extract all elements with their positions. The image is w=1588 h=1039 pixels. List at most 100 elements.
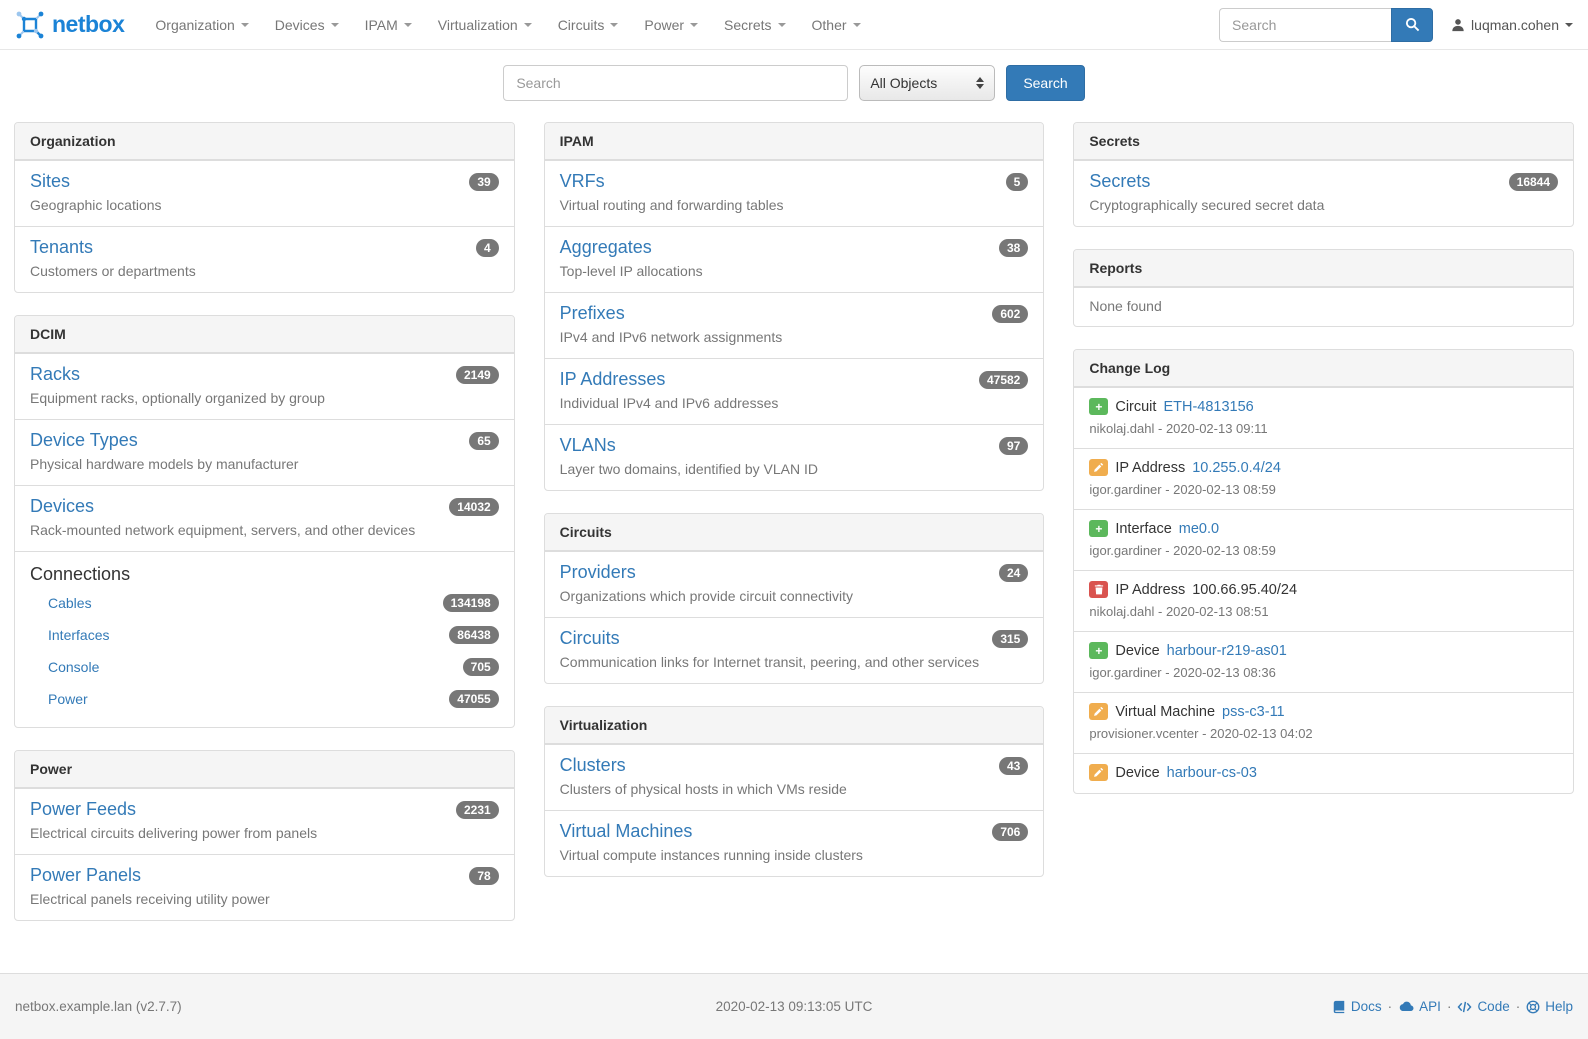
item-description: Electrical circuits delivering power fro… [30, 825, 318, 841]
footer-timestamp: 2020-02-13 09:13:05 UTC [715, 999, 873, 1014]
devices-link[interactable]: Devices [30, 496, 95, 516]
object-link[interactable]: me0.0 [1178, 520, 1220, 537]
list-item: Power Feeds 2231 Electrical circuits del… [15, 788, 514, 854]
edit-icon [1089, 459, 1109, 476]
prefixes-link[interactable]: Prefixes [559, 303, 625, 323]
object-type-select[interactable]: All Objects [859, 65, 996, 101]
list-item: Aggregates 38 Top-level IP allocations [544, 226, 1044, 292]
panel-heading: Secrets [1074, 123, 1574, 160]
connection-row: Interfaces 86438 [30, 619, 499, 651]
list-item: Prefixes 602 IPv4 and IPv6 network assig… [544, 292, 1044, 358]
dashboard: Organization Sites 39 Geographic locatio… [0, 117, 1588, 973]
separator: · [1446, 999, 1452, 1014]
object-type: IP Address [1115, 581, 1186, 598]
changelog-entry: + Circuit ETH-4813156 nikolaj.dahl - 202… [1074, 387, 1574, 448]
edit-icon [1089, 703, 1109, 720]
object-link[interactable]: pss-c3-11 [1222, 703, 1285, 720]
list-item: Devices 14032 Rack-mounted network equip… [15, 485, 514, 551]
racks-link[interactable]: Racks [30, 364, 81, 384]
list-item: IP Addresses 47582 Individual IPv4 and I… [544, 358, 1044, 424]
virtual-machines-link[interactable]: Virtual Machines [559, 821, 693, 841]
separator: · [1515, 999, 1521, 1014]
entry-meta: igor.gardiner - 2020-02-13 08:36 [1089, 665, 1276, 680]
create-icon: + [1089, 520, 1109, 537]
search-input[interactable] [503, 65, 849, 101]
item-description: Rack-mounted network equipment, servers,… [30, 522, 416, 538]
menu-virtualization[interactable]: Virtualization [425, 0, 545, 50]
item-description: Virtual compute instances running inside… [559, 847, 863, 863]
chevron-down-icon [852, 22, 861, 27]
count-badge: 2231 [455, 800, 499, 819]
user-menu[interactable]: luqman.cohen [1451, 17, 1573, 33]
search-button[interactable]: Search [1006, 65, 1085, 101]
secrets-link[interactable]: Secrets [1089, 171, 1151, 191]
panel-dcim: DCIM Racks 2149 Equipment racks, optiona… [14, 315, 515, 728]
menu-ipam[interactable]: IPAM [352, 0, 425, 50]
footer: netbox.example.lan (v2.7.7) 2020-02-13 0… [0, 973, 1588, 1039]
object-link[interactable]: ETH-4813156 [1163, 398, 1254, 415]
cables-link[interactable]: Cables [48, 595, 92, 611]
code-link[interactable]: Code [1457, 999, 1510, 1014]
item-description: Geographic locations [30, 197, 162, 213]
power-feeds-link[interactable]: Power Feeds [30, 799, 137, 819]
user-icon [1451, 18, 1465, 32]
tenants-link[interactable]: Tenants [30, 237, 94, 257]
panel-ipam: IPAM VRFs 5 Virtual routing and forwardi… [543, 122, 1045, 491]
item-description: Organizations which provide circuit conn… [559, 588, 854, 604]
vlans-link[interactable]: VLANs [559, 435, 616, 455]
vrfs-link[interactable]: VRFs [559, 171, 605, 191]
count-badge: 38 [998, 238, 1029, 257]
count-badge: 16844 [1508, 172, 1559, 191]
chevron-down-icon [403, 22, 412, 27]
circuits-link[interactable]: Circuits [559, 628, 620, 648]
object-link[interactable]: harbour-r219-as01 [1166, 642, 1287, 659]
clusters-link[interactable]: Clusters [559, 755, 626, 775]
menu-label: Organization [155, 16, 235, 33]
count-badge: 315 [992, 629, 1029, 648]
object-link[interactable]: harbour-cs-03 [1166, 764, 1257, 781]
panel-heading: Virtualization [544, 707, 1044, 744]
list-item: VRFs 5 Virtual routing and forwarding ta… [544, 160, 1044, 226]
console-link[interactable]: Console [48, 659, 100, 675]
power-link[interactable]: Power [48, 691, 88, 707]
panel-power: Power Power Feeds 2231 Electrical circui… [14, 750, 515, 921]
count-badge: 602 [992, 304, 1029, 323]
navbar-search-button[interactable] [1391, 7, 1434, 42]
ip-addresses-link[interactable]: IP Addresses [559, 369, 666, 389]
connection-row: Cables 134198 [30, 587, 499, 619]
device-types-link[interactable]: Device Types [30, 430, 138, 450]
count-badge: 705 [462, 658, 499, 676]
footer-hostname: netbox.example.lan (v2.7.7) [15, 999, 182, 1014]
username: luqman.cohen [1471, 16, 1559, 33]
edit-icon [1089, 764, 1109, 781]
menu-organization[interactable]: Organization [142, 0, 261, 50]
entry-meta: nikolaj.dahl - 2020-02-13 09:11 [1089, 421, 1268, 436]
menu-other[interactable]: Other [799, 0, 874, 50]
panel-heading: IPAM [544, 123, 1044, 160]
menu-label: Secrets [724, 16, 772, 33]
netbox-brand[interactable]: netbox [15, 10, 125, 40]
menu-devices[interactable]: Devices [262, 0, 352, 50]
sites-link[interactable]: Sites [30, 171, 71, 191]
object-type: Interface [1115, 520, 1172, 537]
menu-power[interactable]: Power [631, 0, 711, 50]
menu-secrets[interactable]: Secrets [711, 0, 798, 50]
list-item: Sites 39 Geographic locations [15, 160, 514, 226]
help-link[interactable]: Help [1526, 999, 1573, 1014]
navbar-search-input[interactable] [1219, 7, 1392, 42]
entry-meta: igor.gardiner - 2020-02-13 08:59 [1089, 482, 1276, 497]
item-description: Individual IPv4 and IPv6 addresses [559, 395, 779, 411]
power-panels-link[interactable]: Power Panels [30, 865, 142, 885]
item-description: Equipment racks, optionally organized by… [30, 390, 325, 406]
docs-link[interactable]: Docs [1332, 999, 1382, 1014]
menu-circuits[interactable]: Circuits [545, 0, 632, 50]
object-link[interactable]: 10.255.0.4/24 [1192, 459, 1281, 476]
api-link[interactable]: API [1398, 999, 1441, 1014]
aggregates-link[interactable]: Aggregates [559, 237, 652, 257]
panel-heading: Organization [15, 123, 514, 160]
interfaces-link[interactable]: Interfaces [48, 627, 110, 643]
changelog-entry: IP Address 10.255.0.4/24 igor.gardiner -… [1074, 448, 1574, 509]
providers-link[interactable]: Providers [559, 562, 636, 582]
changelog-entry: + Interface me0.0 igor.gardiner - 2020-0… [1074, 509, 1574, 570]
entry-meta: igor.gardiner - 2020-02-13 08:59 [1089, 543, 1276, 558]
